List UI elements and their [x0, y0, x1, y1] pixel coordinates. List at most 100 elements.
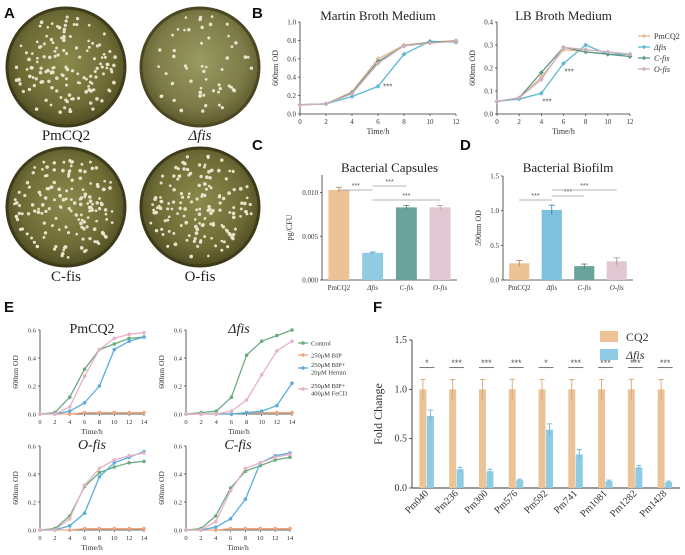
colony-dot [79, 213, 83, 217]
colony-dot [200, 223, 205, 228]
colony-dot [97, 207, 102, 211]
colony-dot [178, 206, 182, 210]
colony-dot [200, 41, 204, 45]
plate-label-dfis: Δfis [188, 128, 212, 144]
x-tick-label: 0 [495, 118, 499, 126]
legend-label: CQ2 [626, 330, 649, 344]
colony-dot [103, 188, 106, 191]
colony-dot [184, 16, 188, 19]
data-point [275, 333, 279, 338]
colony-dot [18, 227, 23, 232]
colony-dot [161, 232, 165, 236]
y-tick-label: 0.0 [174, 528, 182, 535]
data-point [290, 410, 294, 415]
data-point [290, 328, 294, 332]
colony-dot [43, 231, 48, 235]
colony-dot [32, 240, 36, 244]
x-tick-label: Pm040 [403, 488, 431, 516]
colony-dot [177, 174, 182, 179]
colony-dot [220, 239, 224, 243]
significance-mark: * [544, 358, 548, 368]
x-tick-label: Pm741 [552, 488, 580, 516]
colony-dot [53, 54, 57, 58]
legend-marker [641, 44, 647, 50]
plate-label-cfis: C-fis [51, 269, 81, 285]
colony-dot [197, 163, 202, 167]
x-axis-label: Time/h [228, 427, 250, 436]
colony-dot [31, 171, 35, 175]
bar-cq2 [419, 389, 427, 488]
colony-dot [203, 165, 206, 169]
data-point [67, 395, 72, 400]
colony-dot [211, 223, 216, 227]
colony-dot [88, 195, 92, 199]
colony-dot [217, 90, 221, 94]
colony-dot [95, 97, 99, 101]
colony-dot [185, 155, 190, 159]
colony-dot [67, 93, 72, 97]
colony-dot [167, 202, 171, 205]
bar-dfis [516, 480, 524, 488]
colony-dot [38, 70, 43, 75]
colony-dot [89, 74, 93, 78]
colony-dot [209, 186, 213, 190]
colony-dot [94, 166, 99, 170]
colony-dot [54, 216, 58, 220]
colony-dot [217, 168, 221, 173]
colony-dot [194, 224, 198, 229]
colony-dot [35, 40, 39, 44]
colony-dot [25, 232, 29, 236]
colony-dot [94, 75, 98, 79]
colony-dot [55, 89, 59, 93]
colony-dot [228, 211, 232, 214]
series-line-3 [186, 382, 293, 415]
colony-dot [232, 206, 236, 209]
colony-dot [197, 183, 201, 188]
colony-dot [206, 208, 210, 213]
colony-dot [39, 80, 44, 84]
colony-dot [161, 174, 165, 178]
colony-dot [218, 87, 222, 91]
y-axis-label: 600nm OD [468, 50, 477, 86]
y-tick-label: 0.0 [28, 528, 36, 535]
significance-mark: *** [564, 189, 572, 196]
colony-dot [210, 15, 214, 19]
series-line-1 [299, 39, 457, 106]
colony-dot [42, 221, 46, 225]
colony-dot [62, 48, 66, 53]
colony-dot [78, 168, 83, 173]
colony-dot [174, 165, 178, 170]
x-tick-label: 8 [402, 118, 406, 126]
data-point [259, 409, 264, 414]
colony-dot [185, 238, 189, 242]
data-point [82, 367, 87, 372]
colony-dot [30, 52, 34, 55]
data-point [229, 395, 234, 400]
colony-dot [151, 203, 155, 207]
colony-dot [69, 164, 73, 168]
x-tick-label: Pm300 [463, 488, 491, 516]
x-tick-label: 8 [244, 535, 247, 542]
colony-dot [55, 76, 59, 80]
y-tick-label: 0.4 [174, 356, 183, 363]
colony-dot [170, 207, 174, 211]
colony-dot [77, 218, 81, 221]
series-line-4 [299, 40, 457, 106]
legend-label: 250μM BIP+ [311, 383, 346, 390]
data-point [82, 511, 87, 515]
colony-dot [75, 46, 79, 50]
colony-dot [187, 192, 191, 196]
legend-marker [301, 366, 305, 370]
series-line-1 [496, 48, 631, 102]
colony-dot [81, 237, 85, 241]
y-axis-label: 590nm OD [474, 210, 483, 246]
data-point [127, 410, 131, 415]
colony-dot [66, 256, 70, 259]
colony-dot [173, 242, 178, 247]
x-tick-label: 2 [199, 535, 202, 542]
data-point [244, 410, 249, 415]
colony-dot [62, 30, 66, 34]
chart-title: C-fis [224, 438, 252, 453]
colony-dot [61, 168, 65, 173]
